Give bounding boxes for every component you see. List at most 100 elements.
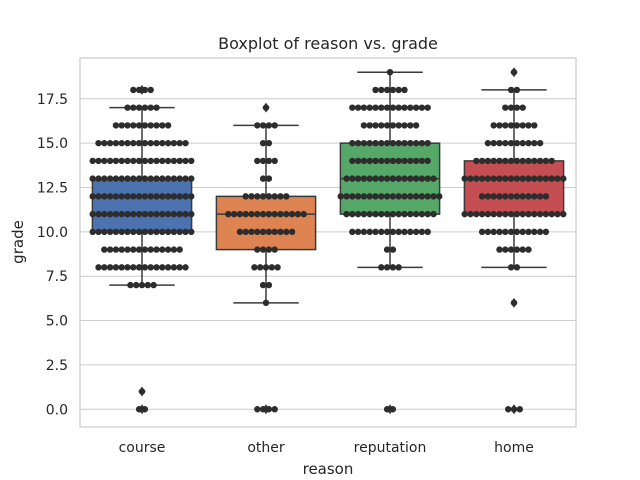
swarm-point [401, 104, 408, 111]
swarm-point [536, 228, 544, 236]
swarm-point [135, 210, 143, 218]
swarm-point [271, 193, 278, 200]
swarm-point [401, 175, 408, 182]
swarm-point [502, 175, 509, 182]
swarm-point [254, 122, 261, 129]
swarm-point [343, 193, 350, 200]
swarm-point [349, 228, 356, 236]
swarm-point [164, 122, 172, 129]
swarm-point [519, 175, 526, 182]
swarm-point [473, 210, 480, 218]
swarm-point [430, 210, 437, 218]
swarm-point [505, 406, 512, 413]
swarm-point [531, 175, 538, 182]
swarm-point [490, 228, 497, 236]
swarm-point [418, 104, 426, 111]
swarm-point [490, 157, 497, 165]
swarm-point [188, 175, 195, 182]
swarm-point [124, 122, 131, 129]
swarm-point [141, 86, 149, 94]
swarm-point [294, 210, 302, 218]
swarm-point [424, 193, 431, 200]
swarm-point [484, 175, 492, 182]
swarm-point [106, 264, 114, 271]
swarm-point [135, 193, 143, 200]
swarm-point [182, 264, 189, 271]
swarm-point [118, 175, 125, 182]
swarm-point [354, 104, 362, 111]
swarm-point [141, 406, 149, 413]
swarm-point [372, 193, 379, 200]
swarm-point [101, 210, 108, 218]
swarm-point [354, 157, 362, 165]
swarm-point [262, 104, 270, 111]
swarm-point [159, 139, 166, 147]
swarm-point [378, 139, 385, 147]
swarm-point [389, 406, 397, 413]
swarm-point [349, 157, 356, 165]
swarm-point [378, 175, 385, 182]
swarm-point [124, 246, 131, 253]
swarm-point [407, 228, 414, 236]
swarm-point [536, 175, 544, 182]
swarm-point [383, 122, 391, 129]
swarm-point [525, 139, 532, 147]
swarm-point [182, 139, 189, 147]
swarm-point [265, 193, 273, 200]
swarm-point [135, 264, 143, 271]
swarm-point [513, 193, 521, 200]
swarm-point [536, 157, 544, 165]
swarm-point [389, 264, 397, 271]
swarm-point [473, 175, 480, 182]
swarm-point [271, 122, 278, 129]
swarm-point [130, 246, 137, 253]
swarm-point [138, 388, 146, 395]
swarm-point [182, 157, 189, 165]
swarm-point [354, 139, 362, 147]
swarm-point [112, 246, 120, 253]
swarm-point [130, 193, 137, 200]
swarm-point [401, 86, 408, 94]
swarm-point [262, 299, 270, 307]
swarm-point [112, 193, 120, 200]
swarm-point [130, 86, 137, 94]
swarm-point [164, 175, 172, 182]
swarm-point [478, 210, 486, 218]
swarm-point [389, 193, 397, 200]
swarm-point [502, 122, 509, 129]
swarm-point [548, 210, 555, 218]
swarm-point [389, 246, 397, 253]
swarm-point [525, 246, 532, 253]
swarm-point [360, 104, 368, 111]
swarm-point [343, 175, 350, 182]
swarm-point [478, 175, 486, 182]
swarm-point [254, 246, 261, 253]
swarm-point [366, 122, 373, 129]
swarm-point [225, 210, 232, 218]
swarm-point [138, 281, 146, 289]
swarm-point [349, 139, 356, 147]
swarm-point [525, 122, 532, 129]
swarm-point [372, 86, 379, 94]
swarm-point [383, 157, 391, 165]
swarm-point [507, 228, 515, 236]
swarm-point [135, 139, 143, 147]
swarm-point [496, 246, 503, 253]
swarm-point [513, 228, 521, 236]
swarm-point [170, 264, 178, 271]
x-tick-label-reputation: reputation [354, 440, 427, 456]
swarm-point [395, 86, 402, 94]
swarm-point [159, 264, 166, 271]
swarm-point [478, 228, 486, 236]
swarm-point [176, 157, 183, 165]
swarm-point [159, 210, 166, 218]
x-tick-label-course: course [119, 440, 166, 456]
swarm-point [135, 122, 143, 129]
swarm-point [141, 264, 149, 271]
swarm-point [147, 264, 154, 271]
swarm-point [106, 193, 114, 200]
swarm-point [496, 210, 503, 218]
swarm-point [259, 175, 267, 182]
swarm-point [525, 157, 532, 165]
swarm-point [95, 139, 102, 147]
